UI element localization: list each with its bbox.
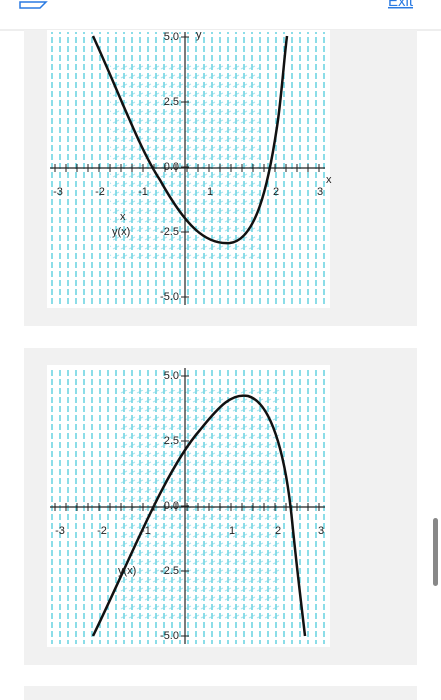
y-tick-label: 5.0: [164, 31, 179, 43]
y-tick-label: -5.0: [160, 630, 179, 642]
x-tick-label: 2: [273, 186, 279, 198]
header-icon[interactable]: [19, 1, 48, 9]
y-tick-label: 0.0: [164, 500, 179, 512]
y-tick-label: 0.0: [164, 161, 179, 173]
curve-label: y(x): [112, 226, 130, 238]
x-tick-label: 1: [207, 186, 213, 198]
y-tick-label: 2.5: [164, 435, 179, 447]
x-tick-label: 3: [318, 525, 324, 537]
y-tick-label: -5.0: [160, 291, 179, 303]
y-tick-label: 5.0: [164, 370, 179, 382]
x-tick-label: 1: [229, 525, 235, 537]
y-tick-label: -2.5: [160, 565, 179, 577]
solution-curve: [91, 35, 289, 245]
x-tick-label: -2: [97, 525, 107, 537]
y-tick-label: 2.5: [164, 96, 179, 108]
card: [24, 686, 417, 700]
x-tick-label: -3: [53, 186, 63, 198]
slope-field: [120, 390, 280, 620]
header-bar: [0, 0, 441, 30]
solution-curve: [91, 394, 307, 637]
side-label: x: [120, 211, 126, 223]
x-tick-label: -3: [55, 525, 65, 537]
x-tick-label: 3: [317, 186, 323, 198]
y-tick-label: -2.5: [160, 226, 179, 238]
exit-link[interactable]: Exit: [388, 0, 414, 10]
x-tick-label: -1: [138, 186, 148, 198]
x-axis-label: x: [326, 174, 332, 186]
x-tick-label: 2: [275, 525, 281, 537]
y-axis-label: y: [196, 29, 202, 41]
curve-label: y(x): [118, 565, 136, 577]
graph: 5.0 2.5 0.0 -2.5 -5.0 -3 -2 -1 1 2 3 y(x): [50, 368, 325, 644]
scrollbar: [433, 518, 438, 586]
x-tick-label: -1: [141, 525, 151, 537]
x-tick-label: -2: [95, 186, 105, 198]
